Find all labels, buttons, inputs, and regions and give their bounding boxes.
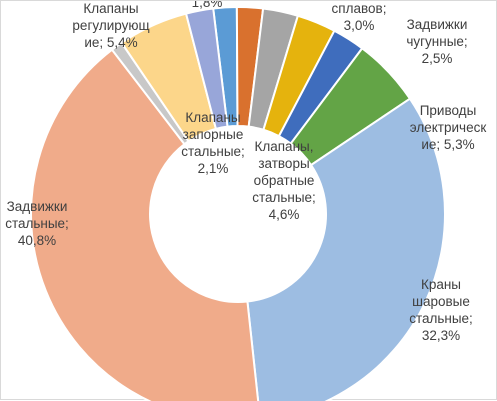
data-label-line: Краны [421, 277, 461, 292]
data-label-8: сплавов; 3,0% [332, 1, 387, 33]
data-label-line: стальные; [5, 216, 69, 231]
data-label-line: регулирующ [72, 18, 149, 33]
data-label-line: стальные; [409, 311, 473, 326]
data-label-line: Клапаны [185, 110, 240, 125]
data-label-line: ие; 5,4% [84, 35, 137, 50]
slice-7 [30, 48, 260, 401]
data-label-9: Задвижки чугунные; 2,5% [406, 17, 467, 66]
data-label-line: шаровые [412, 294, 470, 309]
data-label-line: ие; 5,3% [421, 137, 474, 152]
data-label-line: чугунные; [406, 34, 467, 49]
data-label-line: 4,6% [269, 207, 300, 222]
data-label-3: Клапаны регулирующ ие; 5,4% [72, 1, 149, 50]
data-label-line: Задвижки [407, 17, 468, 32]
data-label-line: 3,0% [344, 18, 375, 33]
data-label-line: 2,5% [422, 51, 453, 66]
data-label-1: Задвижки стальные; 40,8% [5, 199, 69, 248]
data-label-line: запорные [183, 127, 244, 142]
data-label-line: 1,8% [192, 1, 223, 10]
data-label-5: 1,8% [192, 1, 223, 10]
data-label-4: Клапаны запорные стальные; 2,1% [181, 110, 245, 176]
slices-group [30, 5, 446, 401]
data-label-line: стальные; [181, 144, 245, 159]
slice-6 [246, 97, 446, 401]
data-label-line: Клапаны [83, 1, 138, 16]
data-label-line: стальные; [252, 190, 316, 205]
data-label-line: 32,3% [422, 328, 460, 343]
data-label-line: 40,8% [18, 233, 56, 248]
data-label-0: Краны шаровые стальные; 32,3% [409, 277, 473, 343]
data-label-line: затворы [258, 156, 309, 171]
data-label-line: электрическ [410, 120, 487, 135]
slice-10 [184, 7, 229, 131]
labels-group: Краны шаровые стальные; 32,3% Задвижки стальн… [5, 1, 486, 343]
data-label-line: Приводы [420, 103, 477, 118]
data-label-2: Клапаны, затворы обратные стальные; 4,6% [252, 139, 316, 222]
data-label-line: Задвижки [7, 199, 68, 214]
data-label-line: Клапаны, [255, 139, 314, 154]
data-label-line: сплавов; [332, 1, 387, 16]
data-label-line: обратные [254, 173, 315, 188]
data-label-10: Приводы электрическ ие; 5,3% [410, 103, 487, 152]
data-label-line: 2,1% [198, 161, 229, 176]
